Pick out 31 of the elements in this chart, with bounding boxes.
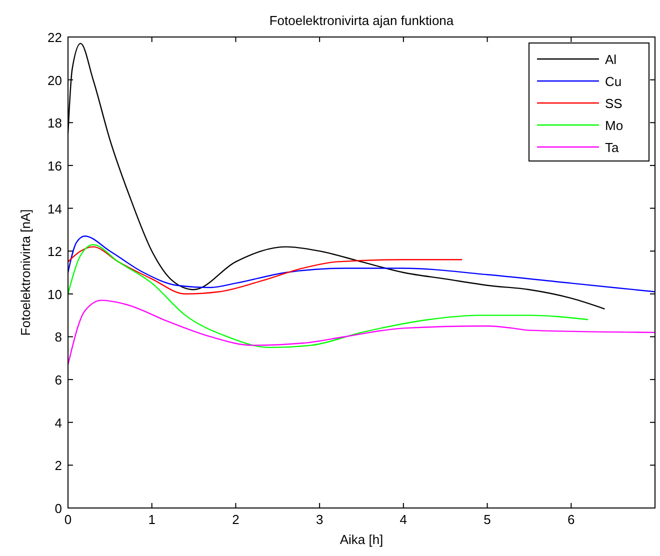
y-tick-label: 22 [48, 30, 62, 45]
line-series [67, 246, 463, 295]
y-tick-label: 10 [48, 286, 62, 302]
y-axis-title: Fotoelektronivirta [nA] [18, 209, 33, 336]
legend-label: Ta [605, 140, 620, 155]
y-tick-label: 12 [48, 244, 62, 260]
legend-label: Al [605, 52, 617, 67]
y-tick-label: 18 [48, 116, 62, 131]
y-tick-label: 16 [48, 158, 62, 174]
x-axis-title: Aika [h] [340, 532, 384, 547]
y-tick-label: 4 [54, 415, 62, 430]
y-tick-label: 0 [54, 501, 62, 516]
x-tick-label: 5 [484, 512, 491, 527]
y-tick-label: 20 [48, 72, 62, 88]
line-series [67, 244, 589, 348]
line-series [67, 236, 656, 292]
y-tick-label: 14 [48, 201, 62, 216]
legend-label: Cu [605, 74, 622, 89]
chart-title: Fotoelektronivirta ajan funktiona [269, 13, 454, 28]
x-tick-label: 4 [400, 512, 408, 527]
y-tick-label: 2 [54, 458, 62, 474]
y-tick-label: 8 [54, 330, 62, 345]
x-tick-label: 1 [148, 512, 156, 527]
y-tick-label: 6 [54, 372, 62, 388]
x-tick-label: 3 [316, 512, 324, 527]
x-tick-label: 6 [568, 512, 575, 527]
x-tick-label: 2 [232, 512, 240, 527]
legend-label: Mo [605, 118, 624, 133]
line-series [67, 300, 656, 366]
legend-label: SS [605, 96, 623, 111]
x-tick-label: 0 [64, 512, 72, 527]
